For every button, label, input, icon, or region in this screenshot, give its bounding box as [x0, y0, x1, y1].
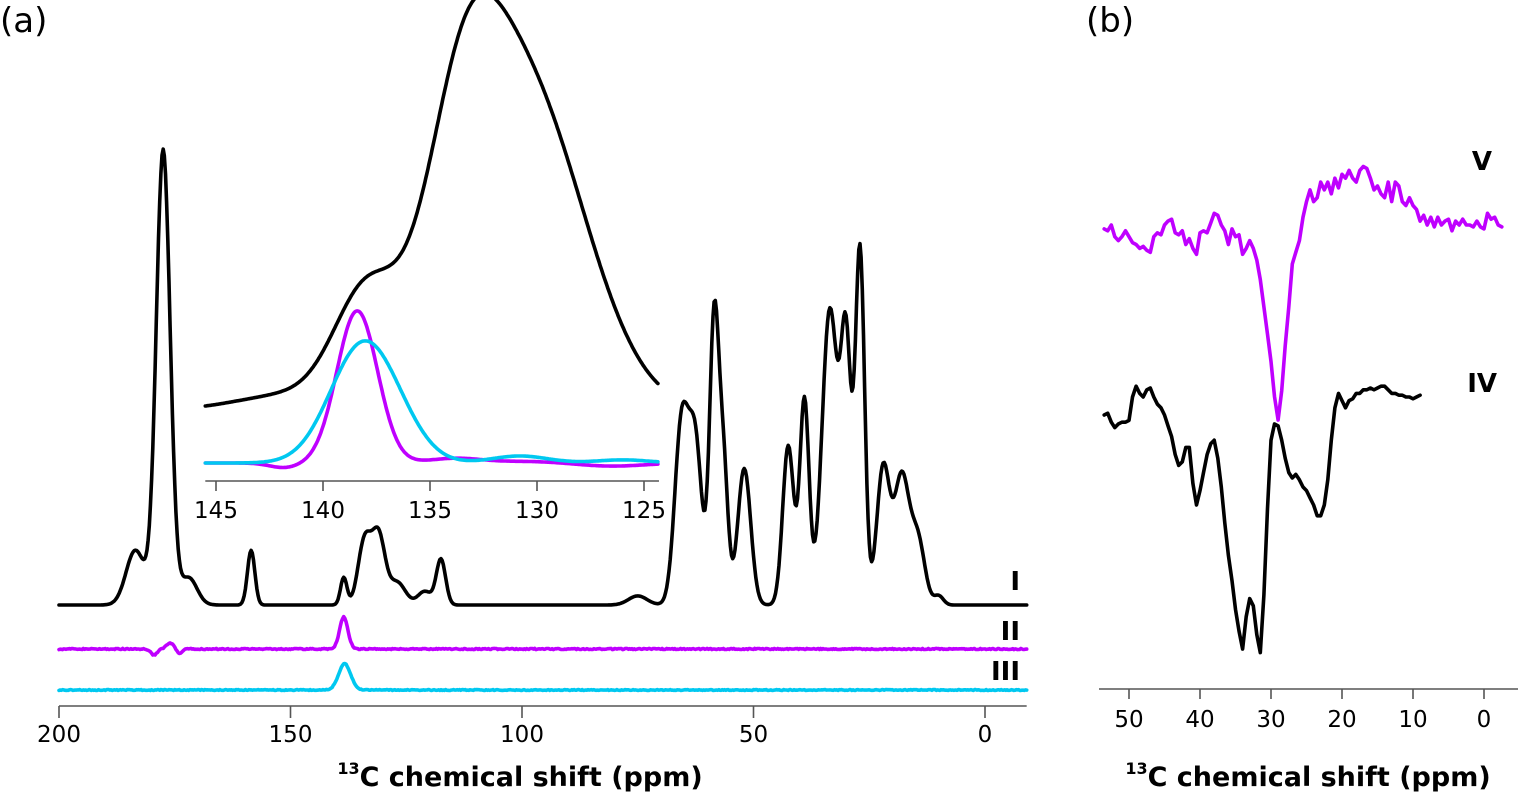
inset-x-tick-label: 135	[408, 498, 452, 524]
panel-label-b: (b)	[1086, 1, 1134, 41]
x-tick-label: 200	[37, 722, 81, 748]
panel-b-x-axis-title-text: C chemical shift (ppm)	[1148, 762, 1491, 793]
panel-a-inset: 145 140 135 130 125	[194, 0, 666, 524]
trace-v	[1102, 164, 1504, 422]
panel-a-x-axis: 200 150 100 50 0	[37, 705, 1027, 748]
trace-label-iv: IV	[1467, 369, 1497, 399]
panel-b-x-axis-title: 13C chemical shift (ppm)	[1125, 759, 1490, 793]
x-tick-label: 150	[269, 722, 313, 748]
inset-x-tick-label: 130	[515, 498, 559, 524]
panel-a-x-axis-title-text: C chemical shift (ppm)	[360, 762, 703, 793]
x-tick-label: 0	[978, 722, 993, 748]
trace-label-iii: III	[991, 657, 1020, 687]
inset-trace-i	[203, 0, 660, 408]
panel-label-a: (a)	[0, 1, 47, 41]
trace-label-i: I	[1010, 567, 1020, 597]
inset-x-tick-label: 140	[301, 498, 345, 524]
panel-a-traces	[57, 147, 1029, 693]
x-tick-label: 10	[1398, 707, 1427, 733]
trace-ii	[57, 614, 1029, 657]
trace-iii	[57, 661, 1029, 693]
inset-trace-ii	[203, 309, 660, 470]
x-tick-label: 40	[1185, 707, 1214, 733]
panel-a-x-axis-title-sup: 13	[337, 759, 359, 778]
trace-label-v: V	[1472, 147, 1492, 177]
panel-b-traces	[1102, 164, 1504, 655]
x-tick-label: 50	[1114, 707, 1143, 733]
x-tick-label: 100	[500, 722, 544, 748]
panel-a-x-axis-title: 13C chemical shift (ppm)	[337, 759, 702, 793]
inset-x-tick-label: 125	[622, 498, 666, 524]
inset-trace-iii	[203, 339, 660, 465]
panel-b-x-axis-title-sup: 13	[1125, 759, 1147, 778]
x-tick-label: 0	[1477, 707, 1492, 733]
trace-iv	[1102, 384, 1422, 655]
trace-label-ii: II	[1001, 617, 1020, 647]
trace-i	[57, 147, 1029, 607]
x-tick-label: 50	[739, 722, 768, 748]
x-tick-label: 30	[1256, 707, 1285, 733]
inset-x-tick-label: 145	[194, 498, 238, 524]
panel-b-trace-labels: V IV	[1467, 147, 1497, 399]
x-tick-label: 20	[1327, 707, 1356, 733]
panel-b-x-axis: 50 40 30 20 10 0	[1099, 688, 1518, 733]
